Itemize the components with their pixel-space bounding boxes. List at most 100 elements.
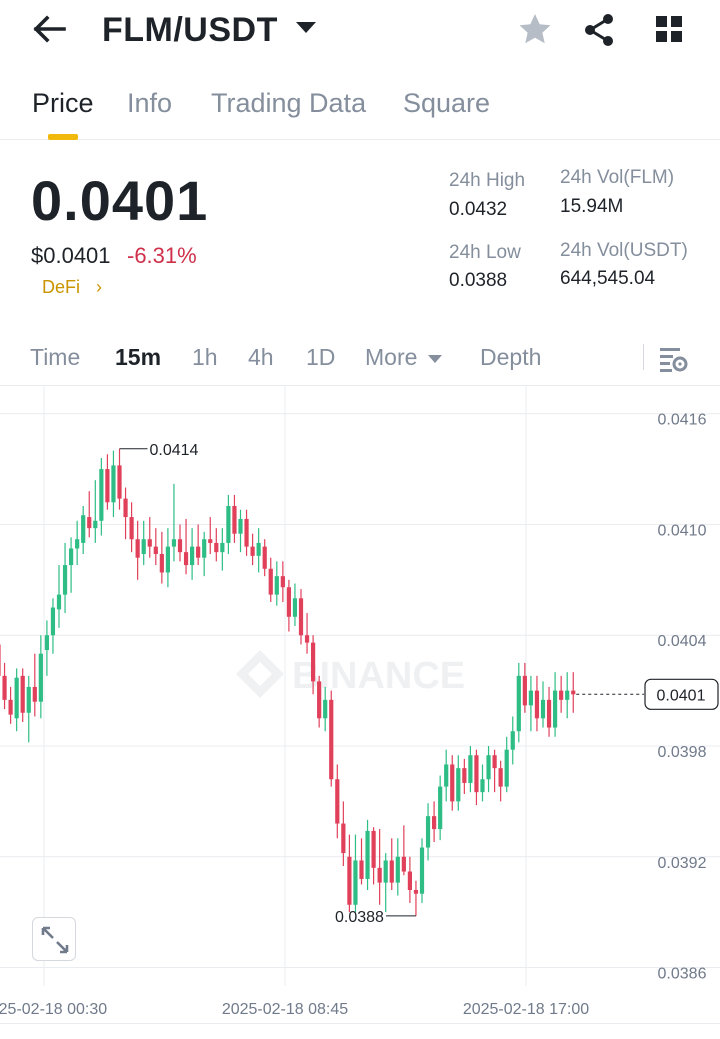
- fullscreen-expand-button[interactable]: [32, 917, 76, 961]
- candle-body: [20, 675, 25, 713]
- candle-body: [87, 517, 92, 529]
- tab-square[interactable]: Square: [403, 88, 491, 118]
- candle-body: [438, 786, 443, 830]
- tab-price[interactable]: Price: [32, 88, 94, 118]
- y-axis-tick-label: 0.0386: [658, 966, 707, 983]
- candle-body: [56, 594, 62, 610]
- tab-trading-data[interactable]: Trading Data: [211, 88, 367, 118]
- candle-body: [50, 607, 56, 636]
- interval-more[interactable]: More: [365, 344, 418, 370]
- watermark: BINANCE: [236, 650, 465, 698]
- candle-body: [377, 867, 382, 883]
- candle-body: [528, 690, 533, 706]
- y-axis-tick-label: 0.0398: [658, 744, 707, 761]
- candle-body: [371, 830, 376, 868]
- caret-down-icon[interactable]: [296, 22, 316, 33]
- candle-body: [226, 506, 231, 543]
- candle-body: [214, 542, 219, 553]
- candle-body: [274, 576, 279, 595]
- divider: [643, 344, 644, 370]
- candle-body: [238, 518, 243, 534]
- chart-settings-icon[interactable]: [656, 342, 690, 376]
- last-price-box: [644, 678, 719, 710]
- candle-body: [510, 731, 515, 750]
- candle-body: [159, 554, 164, 573]
- candle-body: [317, 681, 322, 719]
- candle-body: [123, 498, 128, 518]
- candle-body: [365, 830, 370, 879]
- candle-body: [546, 699, 552, 728]
- candle-body: [492, 755, 497, 769]
- candle-body: [286, 587, 291, 617]
- candle-body: [183, 552, 189, 566]
- x-axis-tick-label: 2025-02-18 00:30: [0, 1001, 107, 1018]
- max-price-label: 0.0414: [150, 442, 199, 459]
- vol-base-value: 15.94M: [560, 196, 624, 217]
- candle-body: [522, 675, 527, 706]
- candle-body: [38, 653, 43, 702]
- page-tabs: Price Info Trading Data Square: [0, 80, 720, 140]
- share-icon[interactable]: [579, 10, 619, 50]
- candle-body: [202, 539, 207, 558]
- interval-time[interactable]: Time: [30, 344, 81, 370]
- candle-body: [347, 856, 352, 905]
- interval-1h[interactable]: 1h: [192, 344, 218, 370]
- candle-body: [425, 816, 431, 848]
- candle-body: [117, 465, 122, 499]
- candle-body: [250, 546, 255, 556]
- interval-15m[interactable]: 15m: [115, 344, 162, 370]
- candle-body: [498, 768, 503, 787]
- category-tag[interactable]: DeFi: [42, 277, 81, 297]
- candle-body: [444, 764, 449, 787]
- candle-body: [129, 517, 134, 540]
- candle-body: [171, 539, 177, 547]
- candle-body: [268, 568, 273, 595]
- tab-info[interactable]: Info: [127, 88, 173, 118]
- candle-body: [105, 469, 110, 503]
- pair-title[interactable]: FLM/USDT: [102, 11, 278, 49]
- candle-body: [474, 755, 479, 793]
- candle-body: [329, 699, 334, 780]
- low-value: 0.0388: [449, 270, 508, 291]
- candle-body: [147, 539, 152, 547]
- candle-body: [323, 699, 328, 719]
- candle-body: [353, 860, 358, 905]
- candle-body: [389, 860, 394, 883]
- candle-body: [480, 779, 485, 793]
- candle-body: [341, 823, 346, 854]
- depth-tab[interactable]: Depth: [480, 344, 542, 370]
- candle-body: [401, 856, 406, 872]
- interval-4h[interactable]: 4h: [248, 344, 274, 370]
- candle-body: [0, 644, 1, 676]
- candle-body: [14, 677, 19, 719]
- grid-icon[interactable]: [650, 10, 690, 50]
- candle-body: [383, 860, 388, 883]
- candle-body: [407, 871, 412, 890]
- candle-body: [450, 764, 455, 802]
- candle-body: [256, 542, 261, 556]
- interval-1d[interactable]: 1D: [306, 344, 336, 370]
- candle-body: [468, 755, 473, 783]
- candle-body: [75, 539, 80, 549]
- candle-body: [262, 546, 267, 569]
- back-arrow-icon[interactable]: [30, 12, 70, 46]
- y-axis-tick-label: 0.0404: [658, 633, 707, 650]
- candle-body: [111, 465, 116, 503]
- candle-body: [298, 598, 304, 636]
- star-icon[interactable]: [515, 10, 555, 50]
- active-tab-indicator: [48, 134, 78, 140]
- chevron-right-icon: ›: [96, 277, 102, 297]
- candle-body: [62, 565, 68, 595]
- candle-body: [165, 546, 170, 573]
- low-label: 24h Low: [449, 242, 521, 263]
- caret-down-icon: [428, 355, 442, 363]
- candle-body: [571, 690, 576, 695]
- candle-body: [81, 515, 86, 543]
- candle-body: [504, 749, 509, 787]
- candlestick-chart[interactable]: BINANCE 0.0416 0.0410 0.0404 0.0398 0.0392 0.…: [0, 386, 720, 1026]
- chart-bottom-border: [0, 1023, 720, 1024]
- candle-body: [304, 635, 310, 643]
- candle-body: [93, 520, 98, 529]
- candle-body: [190, 546, 195, 566]
- top-bar: FLM/USDT: [0, 0, 720, 62]
